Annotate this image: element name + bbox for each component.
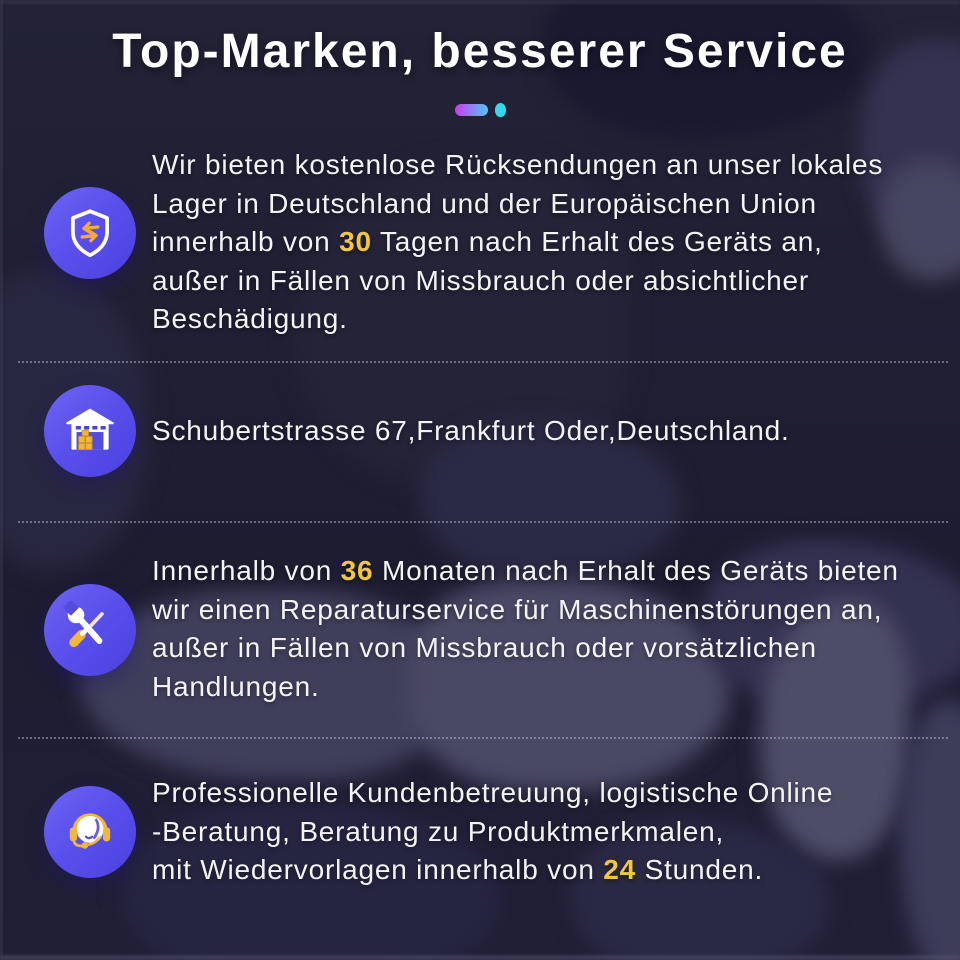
map-patch — [420, 420, 680, 580]
map-patch — [760, 600, 910, 860]
line-text: mit Wiedervorlagen innerhalb von — [152, 854, 604, 885]
dotted-divider — [18, 737, 948, 739]
line-text: Schubertstrasse 67,Frankfurt Oder,Deutsc… — [152, 415, 790, 446]
map-patch — [570, 820, 830, 960]
line-text: außer in Fällen von Missbrauch oder vors… — [152, 632, 817, 663]
repair-text-block: Innerhalb von 36 Monaten nach Erhalt des… — [152, 552, 934, 706]
text-line: Wir bieten kostenlose Rücksendungen an u… — [152, 146, 934, 185]
line-text: Stunden. — [636, 854, 764, 885]
gradient-pill — [454, 104, 488, 116]
address-text-block: Schubertstrasse 67,Frankfurt Oder,Deutsc… — [152, 412, 934, 451]
text-line: außer in Fällen von Missbrauch oder absi… — [152, 262, 934, 301]
text-line: mit Wiedervorlagen innerhalb von 24 Stun… — [152, 851, 934, 890]
cyan-dot — [494, 103, 506, 117]
top-edge-highlight — [0, 0, 960, 4]
text-line: Professionelle Kundenbetreuung, logistis… — [152, 774, 934, 813]
line-text: -Beratung, Beratung zu Produktmerkmalen, — [152, 815, 725, 847]
line-text: Beschädigung. — [152, 303, 348, 334]
text-line: Schubertstrasse 67,Frankfurt Oder,Deutsc… — [152, 412, 934, 451]
dotted-divider — [18, 361, 948, 363]
left-edge-highlight — [0, 0, 3, 960]
returns-text-block: Wir bieten kostenlose Rücksendungen an u… — [152, 146, 934, 339]
warehouse-icon — [44, 385, 136, 477]
text-line: innerhalb von 30 Tagen nach Erhalt des G… — [152, 223, 934, 262]
title-underline-decoration — [0, 103, 960, 117]
text-line: Innerhalb von 36 Monaten nach Erhalt des… — [152, 552, 934, 591]
line-text: innerhalb von — [152, 226, 340, 257]
line-text: Wir bieten kostenlose Rücksendungen an u… — [152, 149, 884, 180]
shield-swap-icon — [44, 187, 136, 279]
text-line: Lager in Deutschland und der Europäische… — [152, 185, 934, 224]
line-text: Professionelle Kundenbetreuung, logistis… — [152, 777, 834, 808]
customer-support-icon — [44, 786, 136, 878]
map-patch — [540, 0, 870, 140]
line-text: Handlungen. — [152, 670, 320, 702]
map-patch — [410, 580, 730, 790]
highlight-number-36: 36 — [340, 555, 374, 586]
support-text-block: Professionelle Kundenbetreuung, logistis… — [152, 774, 934, 890]
page-title: Top-Marken, besserer Service — [112, 25, 848, 78]
repair-tools-icon — [44, 584, 136, 676]
highlight-number-30: 30 — [339, 226, 372, 257]
line-text: Lager in Deutschland und der Europäische… — [152, 187, 817, 219]
map-patch — [880, 160, 960, 280]
bottom-edge-highlight — [0, 955, 960, 960]
line-text: Innerhalb von — [152, 555, 341, 586]
line-text: Tagen nach Erhalt des Geräts an, — [371, 226, 823, 257]
text-line: Beschädigung. — [152, 300, 934, 339]
text-line: wir einen Reparaturservice für Maschinen… — [152, 591, 934, 630]
dotted-divider — [18, 521, 948, 523]
text-line: außer in Fällen von Missbrauch oder vors… — [152, 629, 934, 668]
text-line: Handlungen. — [152, 668, 934, 707]
map-patch — [80, 590, 440, 780]
line-text: wir einen Reparaturservice für Maschinen… — [152, 593, 883, 625]
highlight-number-24: 24 — [603, 854, 637, 885]
line-text: Monaten nach Erhalt des Geräts bieten — [373, 555, 899, 586]
text-line: -Beratung, Beratung zu Produktmerkmalen, — [152, 813, 934, 852]
line-text: außer in Fällen von Missbrauch oder absi… — [152, 264, 810, 296]
